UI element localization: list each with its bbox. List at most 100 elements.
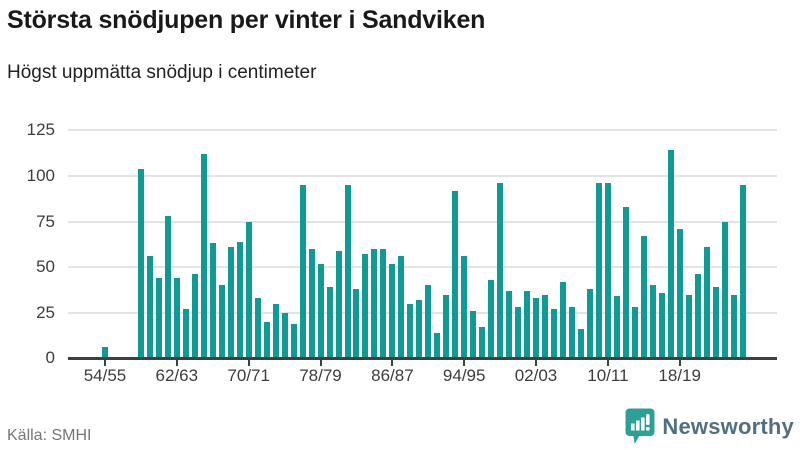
y-tick-label: 100 (26, 165, 55, 185)
logo-bar-icon (636, 420, 641, 431)
bar (236, 241, 243, 359)
bar (398, 256, 405, 359)
y-tick-label: 0 (45, 348, 55, 368)
gridline (68, 174, 777, 177)
newsworthy-logo-icon (625, 408, 655, 444)
chart-subtitle: Högst uppmätta snödjup i centimeter (7, 62, 317, 83)
bar (667, 150, 674, 359)
bar (712, 287, 719, 359)
logo-bar-icon (641, 417, 646, 431)
bar (290, 323, 297, 359)
bar (200, 154, 207, 359)
bar (335, 250, 342, 359)
x-tick-label: 78/79 (299, 366, 342, 385)
bar (407, 303, 414, 359)
bar (299, 185, 306, 359)
bar (353, 289, 360, 359)
bar (137, 168, 144, 359)
gridline (68, 220, 777, 223)
x-tick-label: 86/87 (371, 366, 414, 385)
y-tick-label: 25 (36, 302, 55, 322)
gridline (68, 311, 777, 314)
x-tick-mark (463, 359, 466, 366)
bar (560, 281, 566, 359)
gridline (68, 266, 777, 269)
bar (461, 256, 468, 359)
bar (209, 243, 216, 359)
bar (263, 321, 270, 359)
bar (146, 256, 153, 359)
bar (362, 254, 369, 359)
y-tick-label: 50 (36, 257, 55, 277)
bar (102, 347, 108, 359)
bar (443, 294, 450, 359)
bar (218, 285, 225, 359)
x-tick-label: 18/19 (658, 366, 701, 385)
bar (389, 263, 396, 359)
bar (425, 285, 432, 359)
bar (730, 294, 737, 359)
bar (703, 247, 710, 359)
x-tick-label: 62/63 (155, 366, 199, 385)
source-label: Källa: SMHI (7, 427, 92, 444)
bar (272, 303, 279, 359)
bar (658, 292, 665, 359)
x-tick-mark (606, 359, 609, 366)
bar (344, 185, 351, 359)
x-tick-mark (535, 359, 537, 366)
bar (586, 289, 593, 359)
bar (649, 285, 656, 359)
x-tick-label: 54/55 (83, 366, 127, 385)
bar (173, 278, 180, 359)
bar (551, 309, 557, 359)
bar (452, 190, 459, 359)
bar (227, 247, 234, 359)
bar (434, 332, 441, 359)
bar (479, 327, 486, 359)
x-tick-mark (175, 359, 178, 366)
x-tick-mark (678, 359, 681, 366)
bar (533, 298, 539, 359)
bar (191, 274, 198, 359)
bar (613, 296, 620, 359)
bar (640, 236, 647, 359)
bar (326, 287, 333, 359)
bar (497, 183, 504, 359)
logo-bar-icon (631, 423, 636, 431)
bar (164, 216, 171, 359)
bar (631, 307, 638, 359)
logo-exclamation-icon (646, 427, 651, 431)
x-tick-label: 94/95 (442, 366, 486, 385)
x-tick-label: 02/03 (514, 366, 558, 385)
bar (685, 294, 692, 359)
bar (515, 307, 522, 359)
gridline (68, 129, 777, 132)
bar (245, 221, 252, 359)
bar (569, 307, 575, 359)
bar (524, 290, 531, 359)
x-axis-line (68, 357, 777, 360)
bar (380, 248, 387, 359)
x-tick-mark (391, 359, 394, 366)
y-tick-label: 75 (36, 211, 55, 231)
bar (577, 329, 584, 359)
bar (182, 309, 189, 359)
bar (739, 185, 746, 359)
bar (416, 299, 423, 359)
bar (694, 274, 701, 359)
bar (676, 228, 683, 359)
bar (254, 298, 261, 359)
y-tick-label: 125 (26, 120, 55, 140)
bar (595, 183, 602, 359)
bar (622, 206, 629, 359)
bar (721, 221, 728, 359)
bar (281, 312, 288, 359)
bar (371, 248, 378, 359)
newsworthy-logo: Newsworthy (625, 408, 794, 445)
x-tick-mark (104, 359, 106, 366)
bar (542, 294, 548, 359)
chart-title: Största snödjupen per vinter i Sandviken (7, 6, 486, 34)
x-tick-mark (319, 359, 322, 366)
x-tick-mark (247, 359, 250, 366)
